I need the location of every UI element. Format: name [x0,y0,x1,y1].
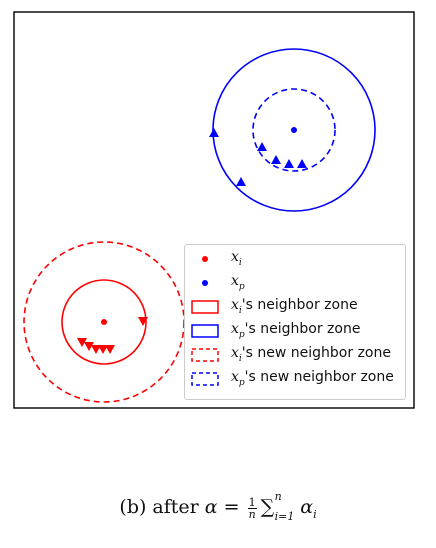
triangle-icon [105,345,115,354]
dot-icon [202,280,208,286]
caption-equals: = [217,496,246,518]
legend-item-xi-new-zone: xi's new neighbor zone [185,344,405,366]
caption-sum-lower: i=1 [274,510,295,523]
legend-label-xp-zone: xp's neighbor zone [231,321,361,340]
caption-frac-num: 1 [247,495,257,509]
triangle-icon [297,159,307,168]
caption-sum-symbol: ∑ [260,496,275,518]
legend-item-xp-zone: xp's neighbor zone [185,320,405,342]
legend-item-xp: xp [185,272,405,294]
triangle-icon [91,345,101,354]
triangle-icon [257,142,267,151]
legend-item-xi: xi [185,248,405,270]
legend: xi xp xi's neighbor zone xp's neighbor z… [184,244,406,400]
xi-neighbor-zone-circle [61,279,147,365]
caption-alpha: α [204,496,218,518]
triangle-icon [138,317,148,326]
xi-point [101,319,107,325]
triangle-icon [77,338,87,347]
triangle-icon [271,155,281,164]
xp-new-neighbor-zone-circle [252,88,336,172]
legend-label-xi: xi [231,249,242,268]
dashed-box-icon [191,348,219,362]
caption-prefix: (b) after [119,496,205,518]
caption-sum: ∑ n i=1 [260,490,295,523]
dot-icon [202,256,208,262]
solid-box-icon [191,300,219,314]
caption-sum-upper: n [274,490,282,503]
solid-box-icon [191,324,219,338]
dashed-box-icon [191,372,219,386]
plot-frame [13,11,415,409]
triangle-icon [98,345,108,354]
caption-alpha-i: αi [300,496,317,521]
triangle-icon [284,159,294,168]
legend-label-xi-new-zone: xi's new neighbor zone [231,345,391,364]
triangle-icon [209,128,219,137]
legend-item-xp-new-zone: xp's new neighbor zone [185,368,405,390]
legend-label-xi-zone: xi's neighbor zone [231,297,358,316]
figure-caption: (b) after α = 1 n ∑ n i=1 αi [0,490,436,523]
triangle-icon [84,342,94,351]
legend-label-xp: xp [231,273,245,292]
xp-point [291,127,297,133]
caption-frac-den: n [248,507,256,521]
xi-neighbor-markers [77,317,148,354]
triangle-icon [236,177,246,186]
xp-neighbor-markers [209,128,307,186]
legend-label-xp-new-zone: xp's new neighbor zone [231,369,394,388]
legend-item-xi-zone: xi's neighbor zone [185,296,405,318]
